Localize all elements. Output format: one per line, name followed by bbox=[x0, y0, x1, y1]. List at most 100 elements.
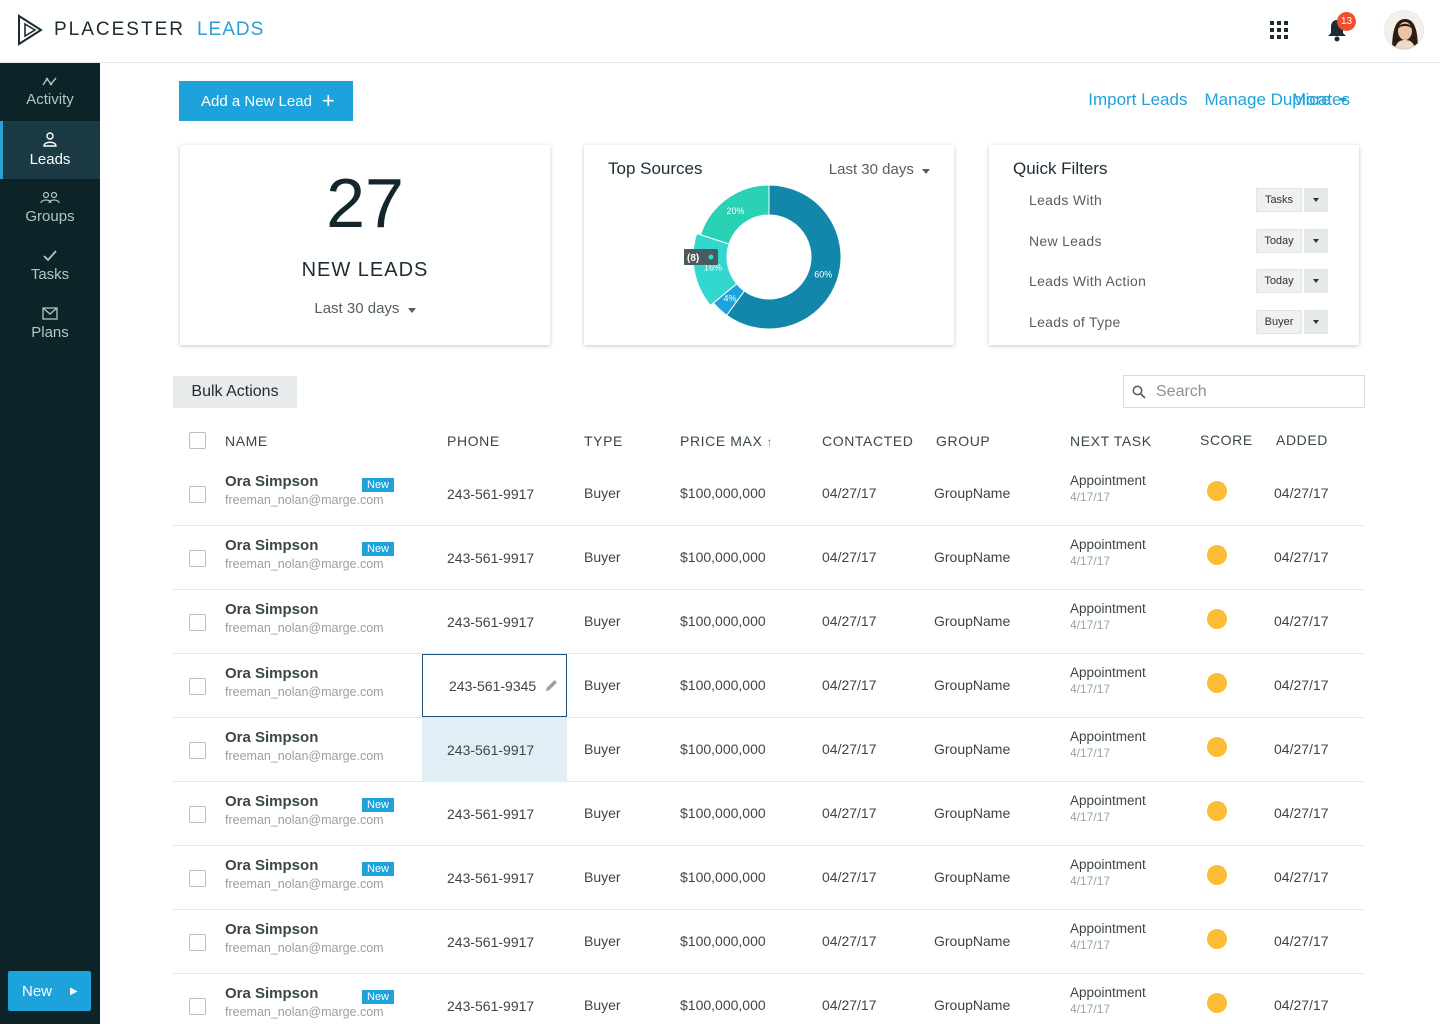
row-checkbox[interactable] bbox=[189, 486, 206, 503]
sidebar-item-label: Plans bbox=[31, 324, 69, 341]
column-header-contacted[interactable]: CONTACTED bbox=[822, 433, 914, 449]
next-task-date: 4/17/17 bbox=[1070, 1002, 1111, 1016]
lead-name[interactable]: Ora Simpson bbox=[225, 857, 319, 874]
header-links: Import Leads Manage Duplicates bbox=[1071, 90, 1350, 110]
next-task-cell[interactable]: Appointment 4/17/17 bbox=[1070, 793, 1146, 824]
quick-filter-select[interactable]: Today bbox=[1256, 229, 1328, 253]
new-leads-label: NEW LEADS bbox=[301, 259, 429, 281]
next-task-cell[interactable]: Appointment 4/17/17 bbox=[1070, 665, 1146, 696]
row-checkbox[interactable] bbox=[189, 550, 206, 567]
apps-grid-icon[interactable] bbox=[1270, 21, 1288, 39]
next-task-cell[interactable]: Appointment 4/17/17 bbox=[1070, 537, 1146, 568]
phone-cell[interactable]: 243-561-9917 bbox=[422, 718, 567, 781]
lead-name-cell: Ora Simpson freeman_nolan@marge.com bbox=[225, 985, 400, 1019]
next-task-cell[interactable]: Appointment 4/17/17 bbox=[1070, 985, 1146, 1016]
phone-cell[interactable]: 243-561-9917 bbox=[422, 910, 567, 973]
dropdown-toggle[interactable] bbox=[1304, 269, 1328, 293]
column-header-name[interactable]: NAME bbox=[225, 433, 268, 449]
next-task-title: Appointment bbox=[1070, 729, 1146, 744]
dropdown-toggle[interactable] bbox=[1304, 229, 1328, 253]
next-task-cell[interactable]: Appointment 4/17/17 bbox=[1070, 921, 1146, 952]
sidebar-item-leads[interactable]: Leads bbox=[0, 121, 100, 179]
phone-cell[interactable]: 243-561-9917 bbox=[422, 846, 567, 909]
group-cell: GroupName bbox=[934, 997, 1011, 1013]
row-checkbox[interactable] bbox=[189, 806, 206, 823]
next-task-cell[interactable]: Appointment 4/17/17 bbox=[1070, 473, 1146, 504]
donut-slice[interactable] bbox=[699, 184, 770, 245]
tooltip-count: (8) bbox=[687, 253, 699, 264]
sidebar-item-groups[interactable]: Groups bbox=[0, 179, 100, 237]
sidebar-item-plans[interactable]: Plans bbox=[0, 295, 100, 353]
table-row[interactable]: Ora Simpson freeman_nolan@marge.com New … bbox=[173, 526, 1365, 590]
row-checkbox[interactable] bbox=[189, 998, 206, 1015]
row-checkbox[interactable] bbox=[189, 742, 206, 759]
new-leads-range-dropdown[interactable]: Last 30 days bbox=[180, 300, 550, 317]
lead-name[interactable]: Ora Simpson bbox=[225, 473, 319, 490]
phone-cell[interactable]: 243-561-9345 bbox=[422, 654, 567, 717]
donut-slice[interactable] bbox=[725, 184, 842, 330]
search-input[interactable] bbox=[1156, 382, 1346, 401]
phone-cell[interactable]: 243-561-9917 bbox=[422, 782, 567, 845]
row-checkbox[interactable] bbox=[189, 614, 206, 631]
next-task-cell[interactable]: Appointment 4/17/17 bbox=[1070, 601, 1146, 632]
lead-name[interactable]: Ora Simpson bbox=[225, 537, 319, 554]
chevron-right-icon: ▶ bbox=[70, 985, 78, 997]
table-row[interactable]: Ora Simpson freeman_nolan@marge.com 243-… bbox=[173, 718, 1365, 782]
lead-name[interactable]: Ora Simpson bbox=[225, 793, 319, 810]
import-leads-link[interactable]: Import Leads bbox=[1088, 90, 1188, 109]
notifications-button[interactable]: 13 bbox=[1326, 12, 1356, 42]
table-row[interactable]: Ora Simpson freeman_nolan@marge.com 243-… bbox=[173, 910, 1365, 974]
top-sources-range-dropdown[interactable]: Last 30 days bbox=[829, 161, 930, 178]
add-lead-button[interactable]: Add a New Lead + bbox=[179, 81, 353, 121]
row-checkbox[interactable] bbox=[189, 870, 206, 887]
score-indicator bbox=[1207, 993, 1227, 1013]
lead-name[interactable]: Ora Simpson bbox=[225, 729, 319, 746]
lead-name-cell: Ora Simpson freeman_nolan@marge.com bbox=[225, 601, 400, 635]
phone-cell[interactable]: 243-561-9917 bbox=[422, 590, 567, 653]
new-button[interactable]: New ▶ bbox=[8, 971, 91, 1011]
top-sources-title: Top Sources bbox=[608, 159, 703, 178]
user-avatar[interactable] bbox=[1384, 10, 1424, 50]
phone-cell[interactable]: 243-561-9917 bbox=[422, 526, 567, 589]
dropdown-toggle[interactable] bbox=[1304, 310, 1328, 334]
manage-duplicates-link[interactable]: Manage Duplicates bbox=[1204, 90, 1350, 109]
sidebar-item-activity[interactable]: Activity bbox=[0, 63, 100, 121]
column-header-group[interactable]: GROUP bbox=[936, 433, 991, 449]
table-row[interactable]: Ora Simpson freeman_nolan@marge.com 243-… bbox=[173, 590, 1365, 654]
column-header-next-task[interactable]: NEXT TASK bbox=[1070, 433, 1152, 449]
table-row[interactable]: Ora Simpson freeman_nolan@marge.com 243-… bbox=[173, 654, 1365, 718]
select-all-checkbox[interactable] bbox=[189, 432, 206, 449]
next-task-cell[interactable]: Appointment 4/17/17 bbox=[1070, 857, 1146, 888]
lead-name[interactable]: Ora Simpson bbox=[225, 921, 319, 938]
column-header-score[interactable]: SCORE bbox=[1200, 432, 1253, 448]
lead-name[interactable]: Ora Simpson bbox=[225, 665, 319, 682]
table-row[interactable]: Ora Simpson freeman_nolan@marge.com New … bbox=[173, 974, 1365, 1024]
row-checkbox[interactable] bbox=[189, 934, 206, 951]
table-row[interactable]: Ora Simpson freeman_nolan@marge.com New … bbox=[173, 462, 1365, 526]
added-cell: 04/27/17 bbox=[1274, 613, 1329, 629]
table-row[interactable]: Ora Simpson freeman_nolan@marge.com New … bbox=[173, 846, 1365, 910]
column-header-phone[interactable]: PHONE bbox=[447, 433, 500, 449]
row-checkbox[interactable] bbox=[189, 678, 206, 695]
dropdown-toggle[interactable] bbox=[1304, 188, 1328, 212]
avatar-image bbox=[1385, 11, 1423, 49]
more-menu[interactable]: More bbox=[1292, 90, 1347, 110]
score-indicator bbox=[1207, 929, 1227, 949]
phone-cell[interactable]: 243-561-9917 bbox=[422, 974, 567, 1024]
lead-name[interactable]: Ora Simpson bbox=[225, 601, 319, 618]
table-row[interactable]: Ora Simpson freeman_nolan@marge.com New … bbox=[173, 782, 1365, 846]
quick-filter-select[interactable]: Today bbox=[1256, 269, 1328, 293]
lead-name[interactable]: Ora Simpson bbox=[225, 985, 319, 1002]
brand[interactable]: PLACESTER LEADS bbox=[16, 14, 264, 46]
quick-filter-select[interactable]: Buyer bbox=[1256, 310, 1328, 334]
bulk-actions-button[interactable]: Bulk Actions bbox=[173, 376, 297, 408]
column-header-added[interactable]: ADDED bbox=[1276, 432, 1329, 448]
phone-cell[interactable]: 243-561-9917 bbox=[422, 462, 567, 525]
next-task-cell[interactable]: Appointment 4/17/17 bbox=[1070, 729, 1146, 760]
quick-filter-select[interactable]: Tasks bbox=[1256, 188, 1328, 212]
sidebar-item-tasks[interactable]: Tasks bbox=[0, 237, 100, 295]
column-header-type[interactable]: TYPE bbox=[584, 433, 623, 449]
caret-down-icon bbox=[407, 308, 416, 313]
pencil-icon[interactable] bbox=[545, 679, 558, 692]
column-header-price-max[interactable]: PRICE MAX ↑ bbox=[680, 433, 773, 449]
